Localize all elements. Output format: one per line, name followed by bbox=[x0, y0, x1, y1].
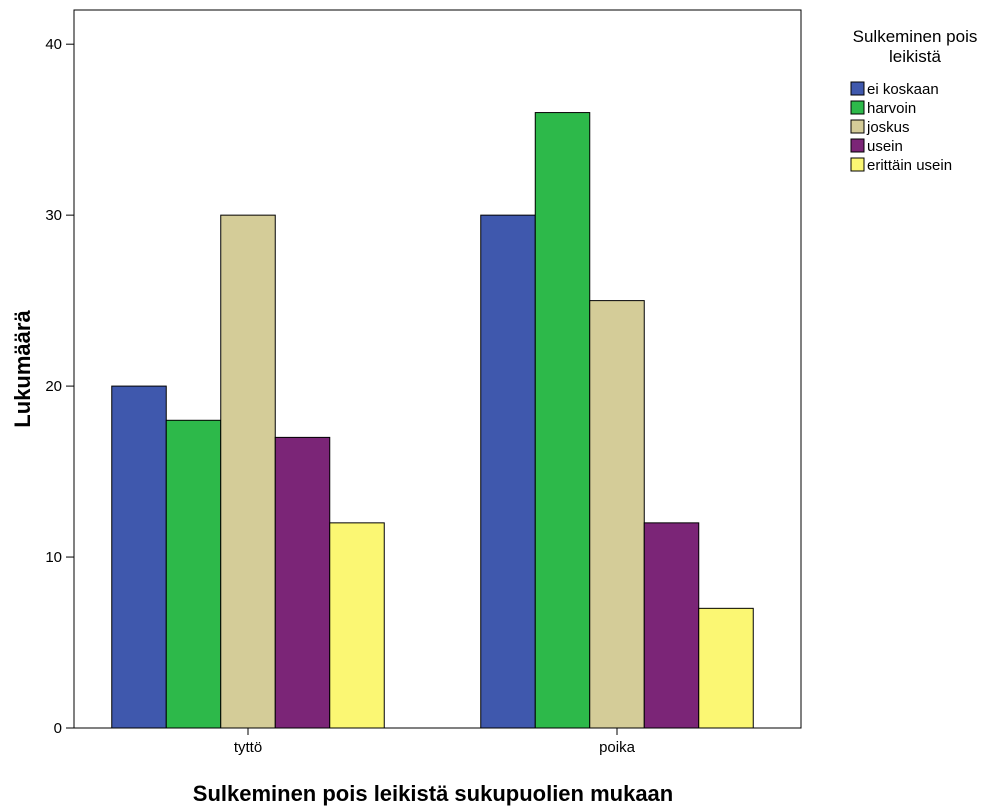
legend-title-line-1: Sulkeminen pois bbox=[853, 27, 978, 46]
bar bbox=[534, 112, 591, 729]
legend-label: harvoin bbox=[867, 100, 916, 117]
bar bbox=[698, 607, 754, 729]
y-axis-ticks: 0 10 20 30 40 bbox=[45, 36, 74, 737]
bar bbox=[643, 522, 700, 729]
x-tick-label: tyttö bbox=[234, 739, 262, 756]
x-tick-label: poika bbox=[599, 739, 636, 756]
legend-swatch bbox=[850, 81, 865, 96]
y-tick-label: 10 bbox=[45, 549, 62, 566]
y-axis-title: Lukumäärä bbox=[10, 310, 35, 428]
bar bbox=[329, 522, 385, 729]
legend-label: usein bbox=[867, 138, 903, 155]
legend-swatch bbox=[850, 119, 865, 134]
legend-label: ei koskaan bbox=[867, 81, 939, 98]
legend-label: erittäin usein bbox=[867, 157, 952, 174]
y-tick-label: 20 bbox=[45, 378, 62, 395]
bar bbox=[220, 214, 276, 729]
x-axis-ticks: tyttö poika bbox=[234, 728, 636, 756]
bar bbox=[111, 385, 167, 729]
legend-swatch bbox=[850, 100, 865, 115]
legend-label: joskus bbox=[866, 119, 910, 136]
bar bbox=[589, 300, 645, 729]
legend-swatch bbox=[850, 157, 865, 172]
x-axis-title: Sulkeminen pois leikistä sukupuolien muk… bbox=[193, 781, 673, 806]
legend-title-line-2: leikistä bbox=[889, 47, 942, 66]
bar bbox=[480, 214, 536, 729]
legend: Sulkeminen pois leikistä ei koskaan harvo… bbox=[850, 27, 978, 174]
y-tick-label: 30 bbox=[45, 207, 62, 224]
bar bbox=[165, 419, 222, 729]
legend-items: ei koskaan harvoin joskus usein erittäin use… bbox=[850, 81, 952, 174]
legend-swatch bbox=[850, 138, 865, 153]
y-tick-label: 40 bbox=[45, 36, 62, 53]
y-tick-label: 0 bbox=[54, 720, 62, 737]
bar bbox=[274, 436, 331, 729]
bars-group bbox=[111, 112, 754, 729]
